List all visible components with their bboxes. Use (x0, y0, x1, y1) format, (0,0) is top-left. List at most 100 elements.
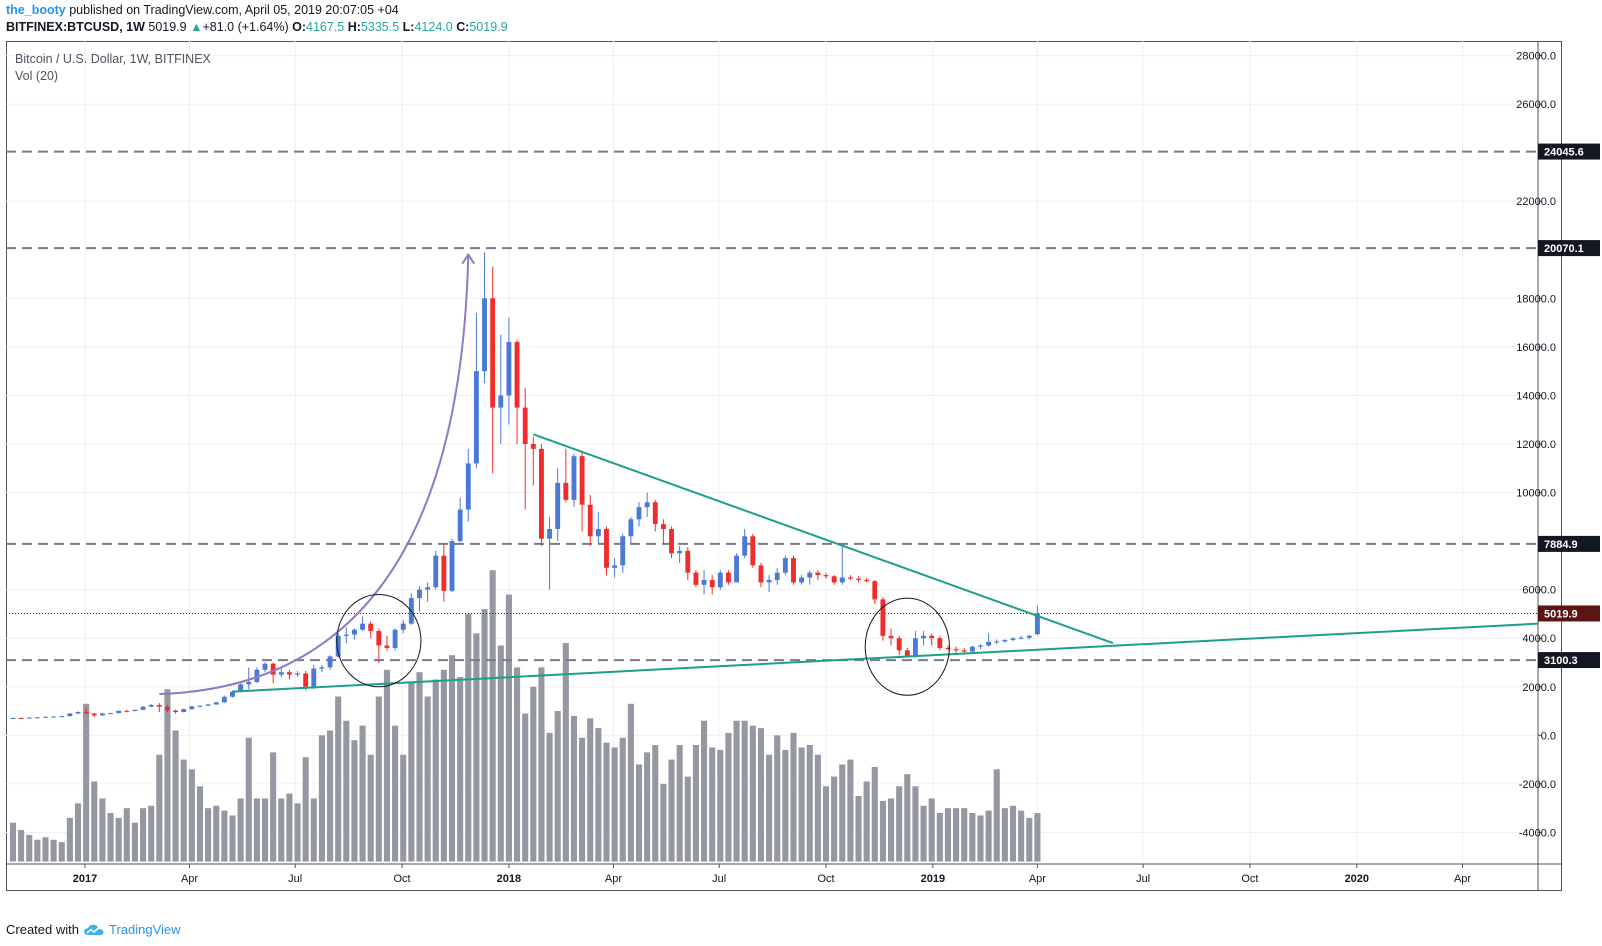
candle-body (547, 528, 553, 539)
change-arrow-icon: ▲ (190, 20, 203, 34)
candle-body (660, 524, 666, 529)
volume-bar (855, 796, 862, 862)
candle-body (799, 577, 805, 583)
y-tick-label: 26000.0 (1516, 99, 1556, 111)
volume-bar (383, 669, 391, 862)
volume-bar (505, 594, 512, 862)
volume-bar (416, 672, 423, 862)
volume-bar (514, 667, 521, 862)
candle-body (473, 371, 479, 464)
volume-bar (1009, 805, 1017, 862)
volume-bar (123, 808, 130, 862)
candle-body (254, 669, 260, 682)
volume-bar (782, 749, 789, 862)
candle-body (368, 623, 374, 631)
volume-bar (58, 842, 65, 862)
candle-body (75, 712, 81, 714)
tradingview-brand-link[interactable]: TradingView (108, 922, 181, 937)
candle-body (872, 581, 878, 600)
volume-bar (131, 822, 138, 862)
x-tick-label: Oct (394, 873, 411, 885)
candle-body (417, 589, 422, 599)
candle-body (295, 673, 300, 675)
volume-bar (408, 681, 415, 862)
volume-bar (440, 669, 447, 862)
candle-body (59, 716, 65, 718)
volume-bar (107, 813, 114, 862)
volume-bar (936, 813, 943, 862)
volume-bar (91, 781, 98, 862)
candle-body (839, 577, 845, 583)
x-tick-label: 2019 (921, 873, 945, 885)
candle-body (506, 342, 512, 396)
candle-body (555, 482, 561, 529)
candle-body (742, 536, 748, 556)
price-level-label: 20070.1 (1544, 243, 1584, 255)
author-link[interactable]: the_booty (6, 3, 66, 17)
volume-bar (676, 745, 683, 862)
time-axis-ticks: 2017 Apr Jul Oct 2018 Apr Jul Oct 2019 Apr Jul Oct 2… (73, 864, 1471, 885)
volume-bar (644, 752, 651, 862)
grid-lines (6, 41, 1538, 864)
candle-body (929, 635, 935, 639)
candle-body (116, 710, 122, 714)
volume-indicator-label[interactable]: Vol (20) (15, 69, 59, 83)
candle-body (921, 635, 927, 639)
x-tick-label: 2020 (1345, 873, 1369, 885)
volume-bar (448, 655, 456, 862)
candle-body (847, 577, 853, 579)
y-tick-label: 16000.0 (1516, 342, 1556, 354)
volume-bar (912, 786, 919, 862)
volume-bar (465, 613, 472, 862)
publish-info: the_booty published on TradingView.com, … (6, 3, 399, 17)
candle-body (961, 650, 967, 652)
candle-body (685, 550, 691, 573)
volume-bar (790, 732, 797, 862)
volume-bar (1026, 817, 1033, 862)
x-tick-label: Oct (1241, 873, 1258, 885)
volume-bar (205, 808, 212, 862)
volume-bar (611, 747, 618, 862)
price-level-label: 24045.6 (1544, 147, 1584, 159)
volume-bar (1001, 808, 1008, 862)
x-tick-label: Apr (1454, 873, 1471, 885)
volume-bar (538, 667, 545, 862)
x-tick-label: Jul (288, 873, 302, 885)
annotations (159, 252, 950, 696)
candle-body (612, 565, 618, 568)
candles (10, 252, 1040, 719)
candle-body (262, 663, 268, 670)
candle-body (238, 684, 244, 692)
candle-body (352, 629, 357, 635)
price-level-badge (1538, 605, 1600, 622)
price-level-badge (1538, 652, 1600, 669)
volume-bar (99, 798, 106, 862)
candle-body (400, 623, 406, 630)
price-level-labels: 24045.6 20070.1 7884.9 3100.3 5019.9 (1538, 143, 1600, 669)
volume-bar (140, 808, 147, 862)
volume-bar (148, 805, 155, 862)
open-label: O: (292, 20, 307, 34)
candle-body (270, 663, 276, 675)
candle-body (433, 555, 439, 588)
candle-body (913, 638, 918, 657)
y-tick-label: 22000.0 (1516, 196, 1556, 208)
price-level-badge (1538, 143, 1600, 160)
curved-arrow-line (159, 254, 470, 696)
volume-bar (692, 745, 699, 862)
candle-body (717, 572, 723, 588)
low-label: L: (402, 20, 415, 34)
ohlc-header: BITFINEX:BTCUSD, 1W 5019.9 ▲+81.0 (+1.64… (6, 20, 508, 34)
volume-bar (668, 759, 675, 862)
volume-bar (359, 725, 366, 862)
volume-bar (489, 570, 496, 862)
candle-body (978, 645, 983, 647)
close-value: 5019.9 (469, 20, 508, 34)
y-tick-label: -4000.0 (1519, 827, 1556, 839)
chart-frame[interactable] (6, 41, 1562, 891)
price-level-badge (1538, 240, 1600, 257)
candle-body (335, 635, 341, 657)
candle-body (945, 647, 951, 650)
candle-body (856, 578, 861, 580)
